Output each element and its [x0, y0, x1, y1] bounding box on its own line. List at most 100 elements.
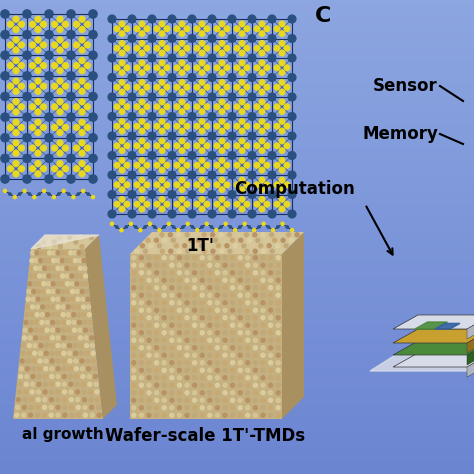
Bar: [0, 323, 474, 324]
Circle shape: [192, 323, 197, 327]
Circle shape: [125, 226, 128, 228]
Circle shape: [284, 104, 290, 109]
Bar: [0, 196, 474, 197]
Circle shape: [185, 278, 189, 282]
Circle shape: [73, 63, 79, 68]
Circle shape: [204, 124, 210, 129]
Circle shape: [197, 238, 201, 242]
Bar: [0, 75, 474, 76]
Bar: [0, 127, 474, 128]
Circle shape: [148, 54, 156, 62]
Circle shape: [245, 249, 249, 253]
Circle shape: [208, 361, 212, 365]
Bar: [0, 195, 474, 196]
Circle shape: [8, 145, 13, 151]
Circle shape: [168, 152, 176, 159]
Circle shape: [238, 361, 242, 365]
Circle shape: [24, 390, 27, 394]
Bar: [0, 58, 474, 59]
Circle shape: [1, 154, 9, 163]
Circle shape: [188, 238, 192, 242]
Bar: [0, 424, 474, 425]
Bar: [0, 436, 474, 437]
Circle shape: [66, 313, 71, 317]
Circle shape: [288, 35, 296, 42]
Circle shape: [42, 274, 46, 278]
Circle shape: [200, 398, 204, 402]
Circle shape: [230, 331, 235, 335]
Circle shape: [219, 233, 223, 237]
Bar: [0, 230, 474, 231]
Circle shape: [230, 238, 235, 242]
Polygon shape: [85, 235, 117, 419]
Circle shape: [276, 331, 280, 335]
Circle shape: [124, 182, 130, 188]
Text: 1T': 1T': [186, 237, 214, 255]
Bar: [0, 156, 474, 157]
Circle shape: [132, 391, 136, 395]
Circle shape: [248, 15, 256, 23]
Circle shape: [62, 359, 66, 363]
Circle shape: [248, 171, 256, 179]
Circle shape: [41, 297, 45, 301]
Circle shape: [159, 99, 165, 105]
Circle shape: [108, 54, 116, 62]
Circle shape: [261, 278, 265, 282]
Circle shape: [281, 238, 285, 242]
Circle shape: [52, 104, 57, 109]
Bar: [0, 165, 474, 166]
Circle shape: [56, 297, 60, 301]
Circle shape: [13, 171, 19, 177]
Circle shape: [89, 10, 97, 18]
Circle shape: [200, 244, 204, 248]
Bar: [0, 473, 474, 474]
Bar: [0, 386, 474, 387]
Circle shape: [155, 271, 159, 275]
Circle shape: [37, 282, 41, 286]
Bar: [0, 152, 474, 153]
Polygon shape: [467, 329, 474, 353]
Circle shape: [244, 201, 250, 207]
Bar: [0, 452, 474, 453]
Circle shape: [275, 244, 280, 248]
Circle shape: [114, 163, 120, 168]
Circle shape: [248, 93, 256, 101]
Circle shape: [288, 132, 296, 140]
Bar: [0, 173, 474, 174]
Circle shape: [114, 84, 120, 90]
Bar: [0, 219, 474, 220]
Bar: [0, 150, 474, 151]
Bar: [0, 4, 474, 5]
Circle shape: [246, 301, 250, 305]
Circle shape: [185, 353, 189, 357]
Circle shape: [219, 148, 225, 154]
Bar: [0, 299, 474, 300]
Bar: [0, 404, 474, 405]
Circle shape: [85, 63, 91, 68]
Circle shape: [128, 35, 136, 42]
Circle shape: [277, 226, 279, 228]
Circle shape: [166, 244, 170, 248]
Bar: [0, 327, 474, 328]
Bar: [0, 307, 474, 308]
Bar: [0, 159, 474, 160]
Bar: [0, 240, 474, 241]
Circle shape: [147, 391, 151, 395]
Circle shape: [57, 78, 63, 84]
Bar: [0, 125, 474, 126]
Circle shape: [76, 398, 80, 401]
Circle shape: [215, 413, 219, 417]
Circle shape: [63, 104, 68, 109]
Circle shape: [147, 376, 151, 380]
Circle shape: [270, 233, 273, 237]
Circle shape: [75, 382, 79, 386]
Circle shape: [139, 406, 144, 410]
Bar: [0, 102, 474, 103]
Circle shape: [85, 344, 89, 347]
Circle shape: [70, 413, 74, 417]
Circle shape: [19, 367, 23, 371]
Circle shape: [185, 391, 189, 395]
Circle shape: [267, 244, 271, 248]
Circle shape: [31, 374, 35, 379]
Circle shape: [279, 70, 285, 75]
